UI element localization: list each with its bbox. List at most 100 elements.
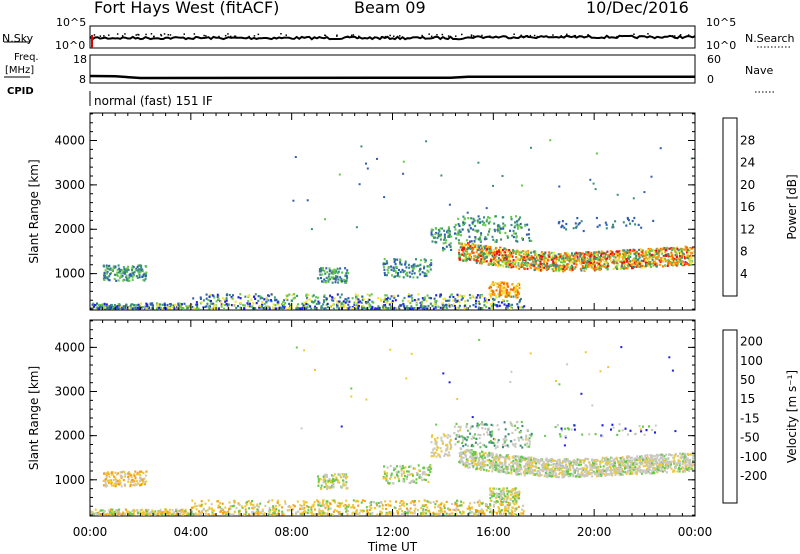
power-cell [505, 258, 508, 261]
velocity-cell [328, 487, 331, 490]
power-cell [282, 300, 285, 304]
velocity-cell [337, 479, 340, 482]
power-cell [539, 257, 542, 260]
nsearch-point [447, 35, 450, 37]
velocity-cell [124, 508, 127, 511]
power-cell [434, 306, 437, 309]
power-cell [445, 239, 448, 242]
power-cell [400, 263, 403, 266]
power-cell [435, 227, 437, 230]
velocity-cell [407, 470, 410, 473]
power-cell [504, 295, 507, 298]
velocity-panel-frame [89, 319, 696, 517]
power-cell [593, 255, 596, 258]
power-cell [426, 307, 429, 310]
power-cell [585, 267, 588, 270]
velocity-cell [370, 503, 373, 507]
power-cell [504, 254, 507, 257]
power-cell [292, 297, 295, 300]
velocity-cell [396, 473, 398, 476]
power-cell [321, 280, 323, 283]
velocity-cell [434, 439, 437, 443]
velocity-cell [272, 506, 275, 509]
power-cell [429, 268, 432, 271]
power-cell [564, 260, 566, 263]
power-cell [210, 307, 213, 310]
nsearch-point [347, 35, 349, 38]
power-cell [192, 297, 195, 300]
power-cell [676, 263, 679, 266]
power-cell [480, 258, 483, 261]
power-cell [459, 246, 462, 249]
power-cell [515, 239, 518, 242]
power-cell [576, 258, 579, 261]
velocity-cell [608, 469, 611, 472]
freq-tick-bottom: 8 [79, 73, 86, 86]
power-cell [329, 294, 332, 297]
velocity-cell [403, 475, 406, 478]
velocity-cell [246, 500, 249, 504]
power-cell [464, 253, 467, 256]
velocity-cell [495, 465, 498, 468]
power-cell [482, 252, 485, 255]
power-cell [545, 264, 548, 267]
power-cell [592, 254, 595, 257]
velocity-cell [395, 471, 398, 474]
velocity-cell [123, 512, 126, 515]
velocity-cell [421, 479, 424, 482]
power-cell [513, 291, 516, 294]
velocity-cell [213, 513, 216, 516]
power-cell [340, 293, 343, 296]
velocity-cell [370, 507, 373, 510]
power-cell [652, 219, 655, 222]
power-cell [670, 248, 673, 251]
power-colorbar-tick: 24 [740, 156, 755, 170]
velocity-cell [651, 459, 654, 462]
power-cell [642, 255, 645, 258]
power-cell [257, 299, 260, 302]
power-cell [223, 298, 226, 301]
power-cell [397, 294, 400, 297]
power-cell [557, 266, 560, 269]
velocity-cell [130, 479, 133, 482]
nsearch-point [578, 35, 581, 37]
power-cell [598, 268, 601, 271]
power-cell [518, 218, 520, 221]
velocity-cell [96, 513, 99, 516]
power-cell [466, 299, 469, 302]
velocity-cell [443, 454, 446, 457]
velocity-cell [156, 513, 159, 516]
velocity-cell [427, 480, 430, 483]
power-cell [406, 271, 408, 274]
power-cell [437, 305, 440, 308]
power-cell [553, 267, 556, 270]
power-cell [647, 258, 650, 261]
power-cell [272, 307, 275, 310]
nsearch-point [470, 35, 473, 37]
power-cell [445, 299, 447, 302]
velocity-cell [447, 454, 449, 457]
power-cell [505, 293, 508, 296]
power-cell [519, 222, 522, 226]
power-cell [457, 230, 460, 233]
velocity-cell [218, 506, 221, 509]
power-cell [127, 268, 130, 272]
power-cell [448, 296, 451, 299]
velocity-cell [133, 480, 136, 483]
power-cell [593, 251, 596, 254]
nsearch-tick-top: 10^5 [706, 16, 736, 29]
velocity-cell [239, 513, 242, 516]
velocity-cell [140, 508, 143, 511]
power-cell [644, 251, 647, 254]
power-cell [463, 245, 466, 248]
power-cell [490, 252, 493, 256]
power-cell [604, 257, 607, 260]
power-cell [666, 246, 669, 249]
power-cell [536, 267, 539, 270]
power-cell [310, 228, 313, 231]
power-cell [448, 305, 451, 308]
power-cell [493, 303, 496, 306]
power-cell [461, 228, 464, 231]
velocity-cell [134, 477, 137, 480]
power-cell [655, 265, 658, 268]
